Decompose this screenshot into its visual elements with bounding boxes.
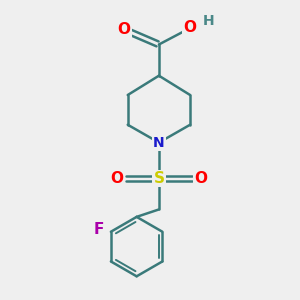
Text: H: H	[203, 14, 214, 28]
Text: F: F	[93, 222, 103, 237]
Text: O: O	[195, 171, 208, 186]
Text: N: N	[153, 136, 165, 150]
Text: S: S	[153, 171, 164, 186]
Text: O: O	[118, 22, 130, 37]
Text: O: O	[110, 171, 123, 186]
Text: O: O	[183, 20, 196, 35]
